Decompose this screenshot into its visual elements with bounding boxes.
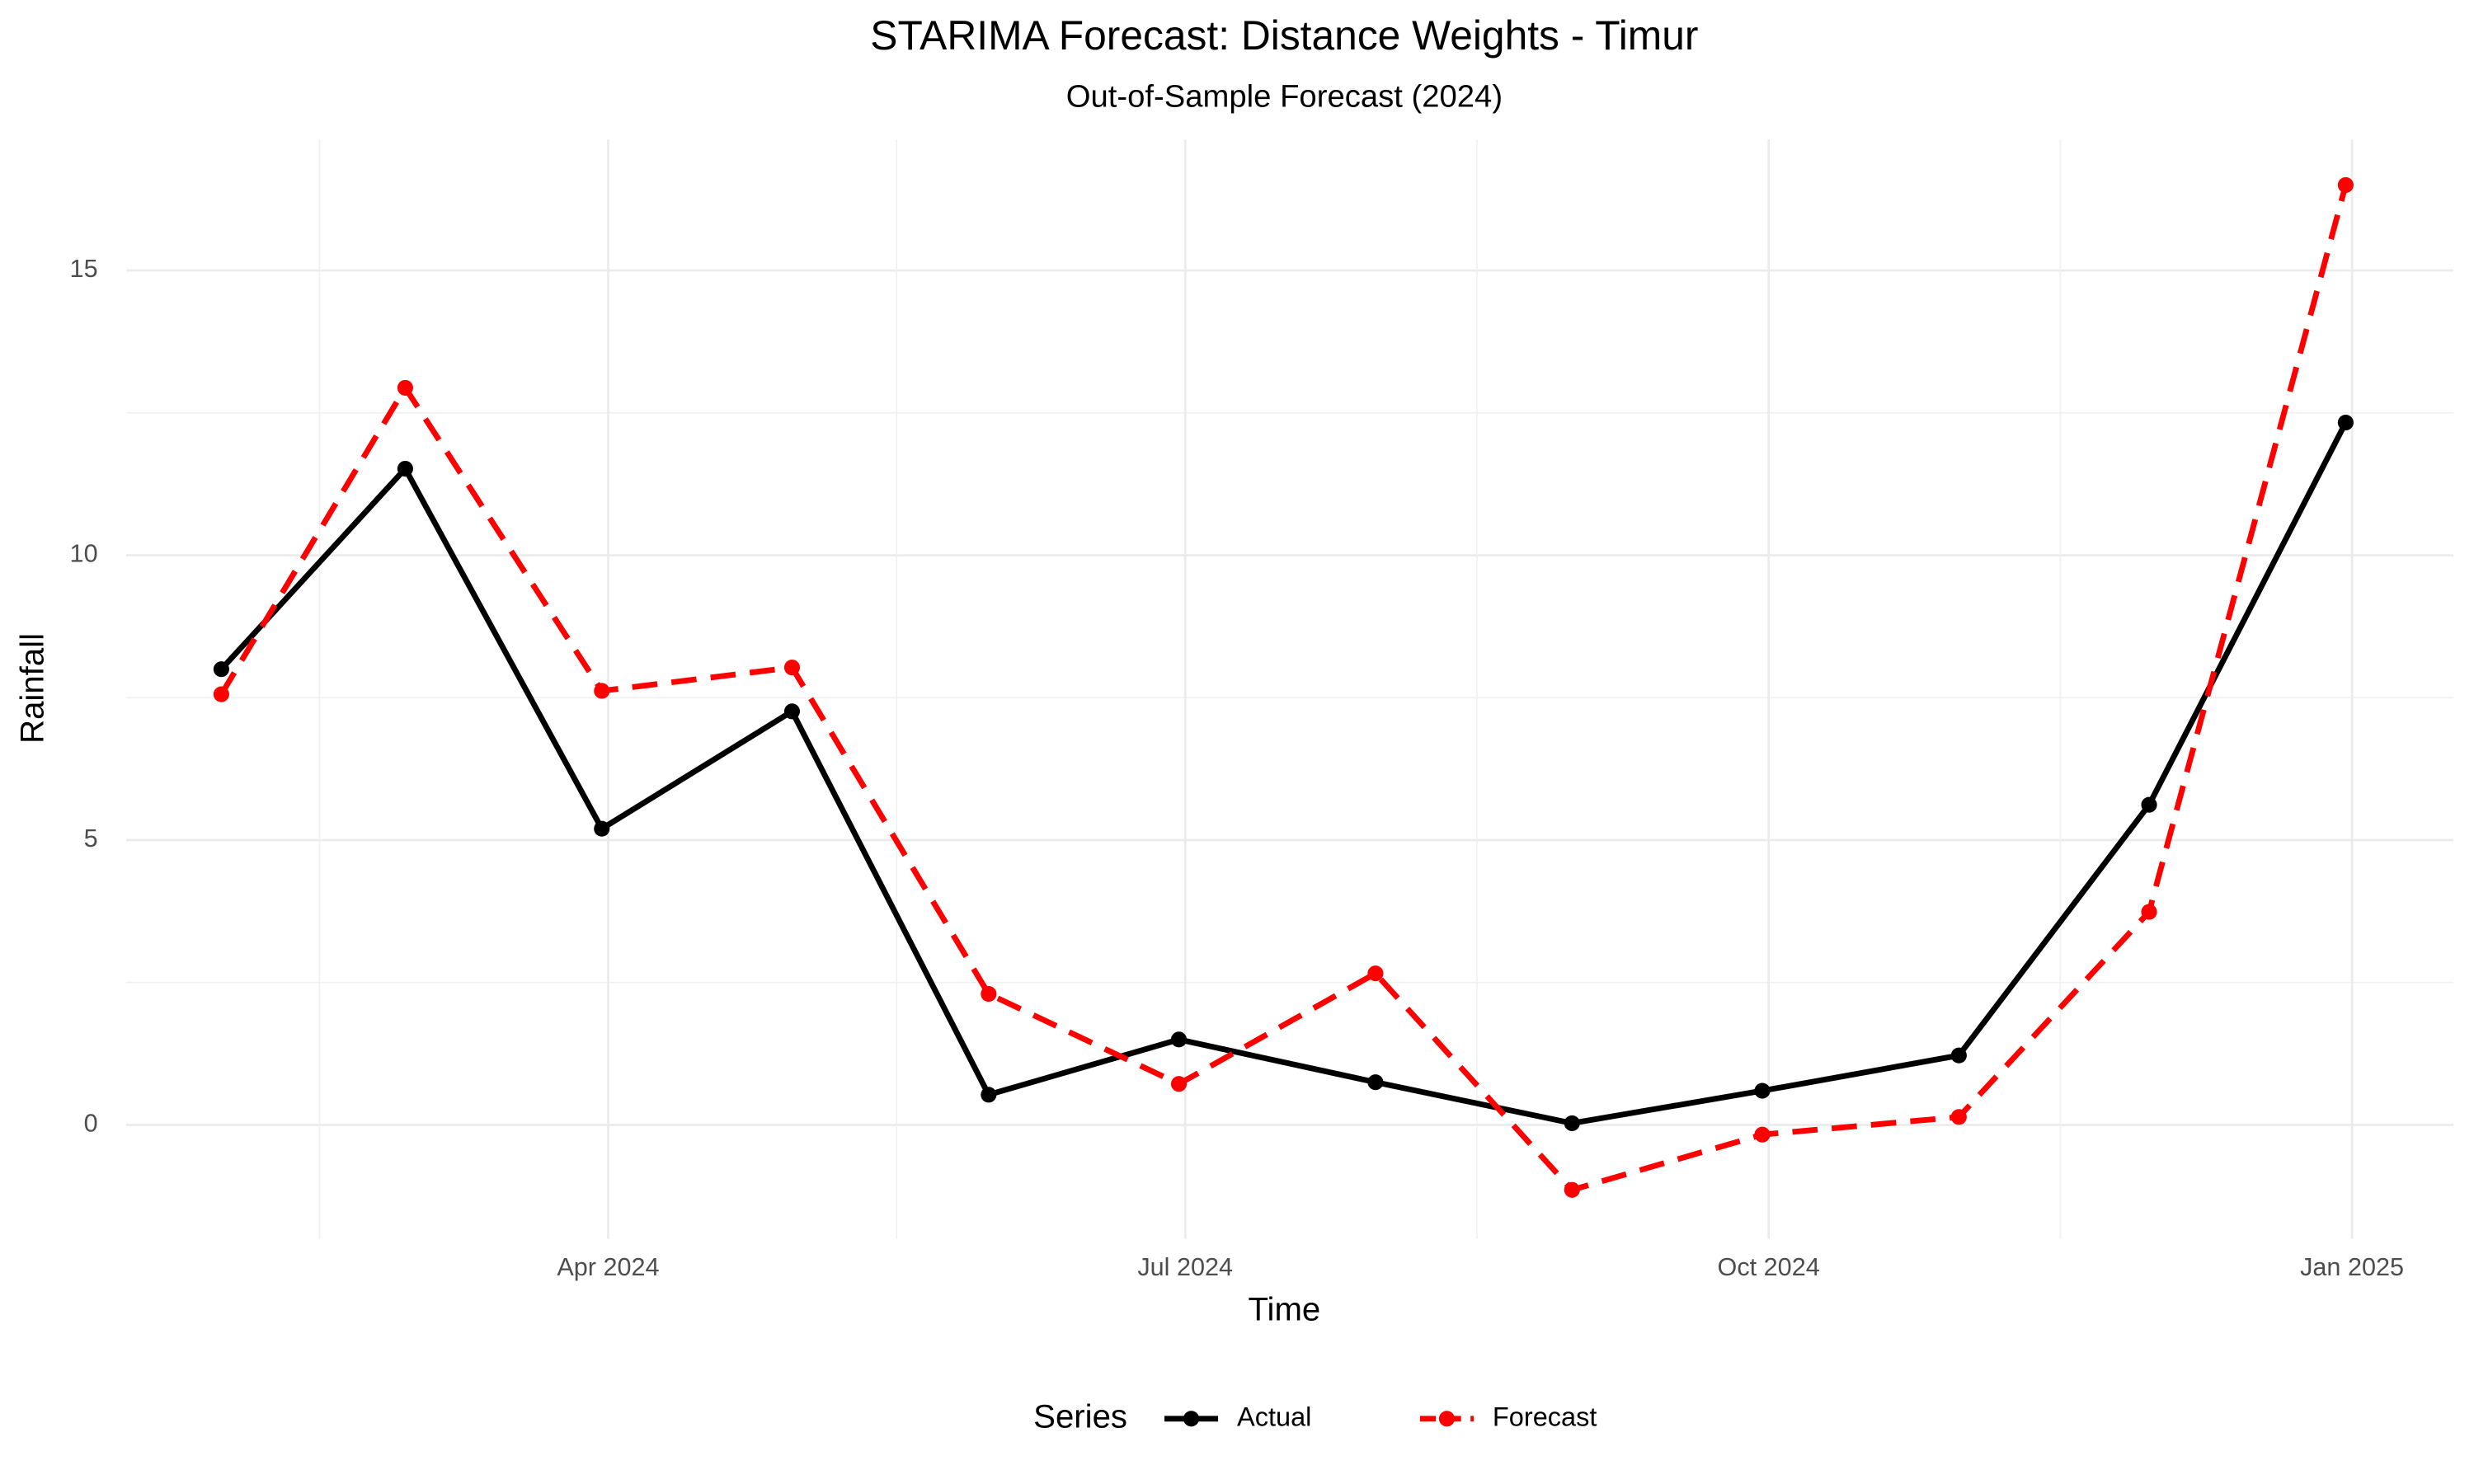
data-point (397, 379, 413, 396)
data-point (213, 661, 229, 678)
series-line (219, 420, 2349, 1126)
chart-title: STARIMA Forecast: Distance Weights - Tim… (870, 12, 1698, 59)
data-point (783, 703, 801, 720)
data-point (981, 986, 997, 1003)
legend: Series Actual Forecast (1033, 1397, 1597, 1435)
data-point (1170, 1031, 1188, 1048)
x-axis-title: Time (1249, 1290, 1321, 1327)
grid: 0 5 10 15 Apr 2024 Jul 2024 Oct 2024 Jan 2025 (70, 139, 2454, 1281)
legend-label: Forecast (1493, 1402, 1597, 1431)
data-point (1170, 1076, 1188, 1092)
data-point (2141, 904, 2157, 920)
series-line (219, 184, 2349, 1193)
chart-subtitle: Out-of-Sample Forecast (2024) (1066, 78, 1503, 114)
data-point (2141, 796, 2157, 813)
y-axis-title: Rainfall (14, 633, 51, 744)
data-point (1564, 1115, 1580, 1131)
x-tick-label: Oct 2024 (1718, 1253, 1820, 1281)
data-point (2337, 176, 2354, 193)
y-tick-label: 10 (70, 540, 98, 568)
data-point (594, 683, 610, 699)
data-point (1564, 1181, 1580, 1198)
data-point (1950, 1047, 1967, 1064)
data-point (981, 1087, 997, 1103)
y-tick-label: 15 (70, 255, 98, 283)
legend-label: Actual (1237, 1402, 1311, 1431)
legend-swatch-point (1438, 1411, 1456, 1427)
y-tick-label: 0 (84, 1110, 98, 1138)
legend-title: Series (1033, 1397, 1127, 1435)
data-point (213, 686, 229, 702)
legend-swatch-point (1183, 1411, 1200, 1427)
data-point (1754, 1082, 1771, 1099)
x-tick-label: Jul 2024 (1137, 1253, 1233, 1281)
data-point (397, 460, 413, 477)
plot (213, 176, 2354, 1198)
data-point (1950, 1109, 1967, 1125)
data-point (594, 820, 610, 837)
data-point (1754, 1126, 1771, 1143)
data-point (783, 660, 801, 676)
data-point (1367, 1074, 1384, 1091)
data-point (1367, 965, 1384, 982)
y-tick-label: 5 (84, 824, 98, 852)
data-point (2337, 414, 2354, 431)
x-tick-label: Jan 2025 (2300, 1253, 2404, 1281)
x-tick-label: Apr 2024 (557, 1253, 659, 1281)
